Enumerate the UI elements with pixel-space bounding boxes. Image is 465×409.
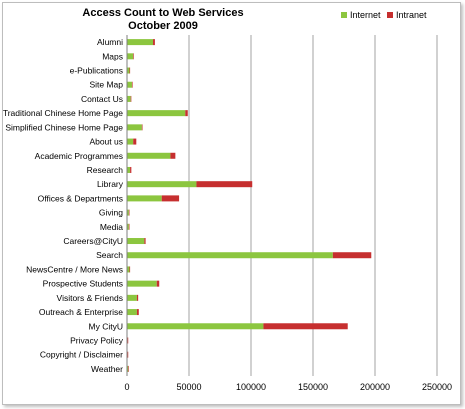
bar-internet	[127, 181, 197, 188]
bar-internet	[127, 67, 130, 74]
category-label: Giving	[99, 208, 123, 218]
x-tick-label: 250000	[422, 382, 452, 392]
category-label: Prospective Students	[43, 279, 123, 289]
category-label: My CityU	[89, 321, 123, 331]
category-label: NewsCentre / More News	[26, 264, 123, 274]
bar-intranet	[136, 309, 139, 316]
bar-intranet	[161, 195, 180, 202]
bar-internet	[127, 152, 171, 159]
legend-swatch-intranet	[387, 12, 393, 18]
bar-internet	[127, 280, 157, 287]
category-label: Careers@CityU	[63, 236, 123, 246]
category-label: Visitors & Friends	[57, 293, 123, 303]
category-label: Copyright / Disclaimer	[40, 350, 123, 360]
bar-internet	[127, 166, 131, 173]
bar-internet	[127, 195, 162, 202]
bar-internet	[127, 110, 186, 117]
bar-intranet	[127, 351, 129, 358]
bar-intranet	[263, 323, 348, 330]
bar-internet	[127, 53, 134, 60]
category-label: e-Publications	[70, 66, 123, 76]
bar-intranet	[153, 39, 155, 46]
bar-intranet	[332, 252, 372, 259]
x-tick-labels: 0 50000 100000 150000 200000 250000	[124, 382, 452, 392]
bar-internet	[127, 223, 129, 230]
bar-intranet	[131, 81, 133, 88]
bar-internet	[127, 294, 137, 301]
bar-intranet	[196, 181, 253, 188]
x-tick-label: 0	[124, 382, 129, 392]
bar-internet	[127, 39, 154, 46]
bar-intranet	[185, 110, 188, 117]
category-label: Privacy Policy	[70, 335, 124, 345]
bar-intranet	[128, 209, 130, 216]
category-label: Weather	[91, 364, 123, 374]
chart-subtitle: October 2009	[128, 20, 198, 32]
bar-internet	[127, 95, 131, 102]
bar-internet	[127, 365, 129, 372]
bar-intranet	[130, 166, 132, 173]
category-label: Outreach & Enterprise	[39, 307, 123, 317]
category-label: Offices & Departments	[38, 193, 123, 203]
bar-internet	[127, 323, 264, 330]
bar-intranet	[133, 138, 137, 145]
bar-intranet	[156, 280, 160, 287]
bar-intranet	[128, 223, 130, 230]
bar-chart: Access Count to Web Services October 200…	[3, 7, 452, 392]
bar-intranet	[128, 365, 129, 372]
bar-internet	[127, 81, 132, 88]
bar-internet	[127, 252, 333, 259]
legend: Internet Intranet	[341, 10, 427, 20]
legend-swatch-internet	[341, 12, 347, 18]
bar-intranet	[130, 95, 132, 102]
x-tick-label: 50000	[176, 382, 201, 392]
category-label: Contact Us	[81, 94, 123, 104]
x-tick-label: 150000	[298, 382, 328, 392]
category-label: Traditional Chinese Home Page	[3, 108, 123, 118]
category-label: Media	[100, 222, 123, 232]
category-label: Search	[96, 250, 123, 260]
bar-intranet	[129, 67, 131, 74]
bar-internet	[127, 238, 145, 245]
bar-intranet	[127, 337, 129, 344]
category-label: About us	[89, 137, 123, 147]
category-label: Site Map	[89, 80, 123, 90]
gridlines	[188, 35, 438, 376]
category-label: Academic Programmes	[35, 151, 123, 161]
category-label: Library	[97, 179, 124, 189]
chart-title: Access Count to Web Services	[82, 7, 243, 19]
x-tick-label: 200000	[360, 382, 390, 392]
x-tick-label: 100000	[236, 382, 266, 392]
bar-intranet	[133, 53, 134, 60]
category-label: Research	[87, 165, 124, 175]
legend-label-internet: Internet	[350, 10, 381, 20]
bar-intranet	[170, 152, 176, 159]
category-label: Alumni	[97, 37, 123, 47]
bar-intranet	[141, 124, 143, 131]
bar-internet	[127, 209, 129, 216]
bar-intranet	[136, 294, 139, 301]
bar-internet	[127, 124, 142, 131]
bar-intranet	[129, 266, 131, 273]
bar-internet	[127, 309, 137, 316]
legend-label-intranet: Intranet	[396, 10, 427, 20]
category-label: Simplified Chinese Home Page	[5, 122, 123, 132]
category-label: Maps	[102, 51, 123, 61]
bar-internet	[127, 138, 134, 145]
chart-panel: Access Count to Web Services October 200…	[2, 2, 461, 405]
bar-intranet	[144, 238, 146, 245]
category-labels: Alumni Maps e-Publications Site Map Contact …	[3, 37, 124, 374]
bar-internet	[127, 266, 130, 273]
bars	[127, 39, 372, 372]
